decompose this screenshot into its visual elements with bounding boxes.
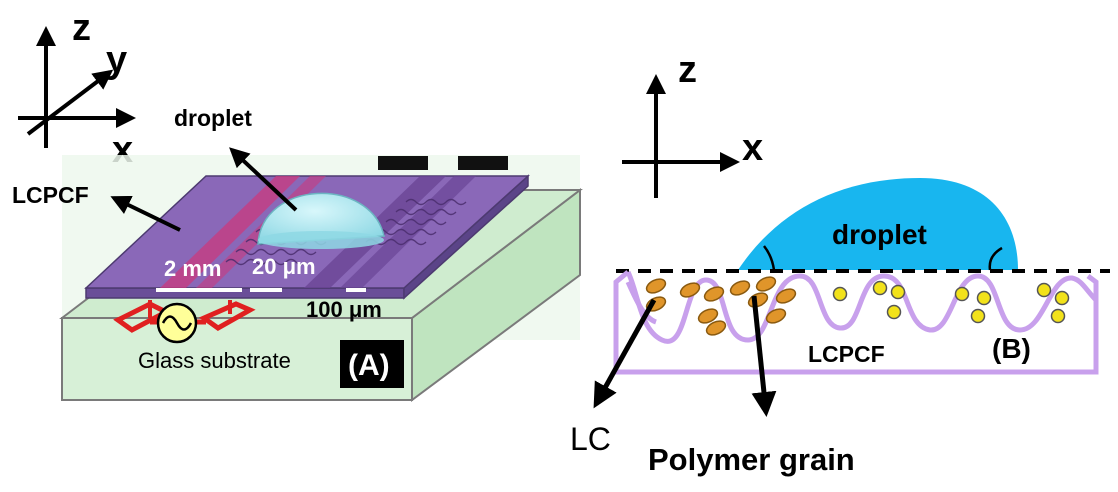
contact-angle-arc-right [988, 246, 1003, 271]
polymer-grains [832, 280, 1070, 324]
dimension-2mm-label: 2 mm [164, 256, 221, 281]
axes-b [622, 74, 740, 198]
dimension-20um-label: 20 μm [252, 254, 316, 279]
y-axis-arrow [26, 69, 114, 136]
lc-pointer-arrow [593, 298, 657, 409]
contact-angle-arc-left [763, 245, 776, 271]
electrode-strip-1 [160, 176, 300, 288]
droplet-label-a: droplet [174, 105, 252, 131]
lcpcf-label-a: LCPCF [12, 182, 89, 208]
dimension-100um-label: 100 μm [306, 297, 382, 322]
panel-a-tag: (A) [348, 349, 390, 382]
axis-z-label-b: z [678, 49, 697, 91]
droplet-b [738, 178, 1018, 270]
lc-molecules [645, 276, 797, 336]
polymer-grain-label: Polymer grain [648, 442, 855, 477]
contact-pad-1 [378, 156, 428, 170]
ac-source-circuit [113, 300, 256, 344]
lc-label: LC [570, 421, 611, 457]
axis-z-label-a: z [72, 7, 91, 49]
polymer-grain-pointer-arrow [751, 295, 777, 417]
panel-a: z y x [12, 7, 583, 402]
lcpcf-label-b: LCPCF [808, 341, 885, 367]
axis-x-label-b: x [742, 127, 763, 169]
axis-y-label-a: y [106, 39, 127, 81]
glass-substrate-label: Glass substrate [138, 348, 291, 373]
axes-a [18, 26, 136, 148]
lcpcf-pointer-arrow-a [110, 195, 181, 232]
contact-pad-2 [458, 156, 508, 170]
panel-b: z x droplet [570, 49, 1110, 477]
panel-b-tag: (B) [992, 333, 1031, 364]
droplet-pointer-arrow-a [229, 147, 298, 212]
droplet-label-b: droplet [832, 219, 927, 250]
panel-a-tag-box [340, 340, 404, 388]
